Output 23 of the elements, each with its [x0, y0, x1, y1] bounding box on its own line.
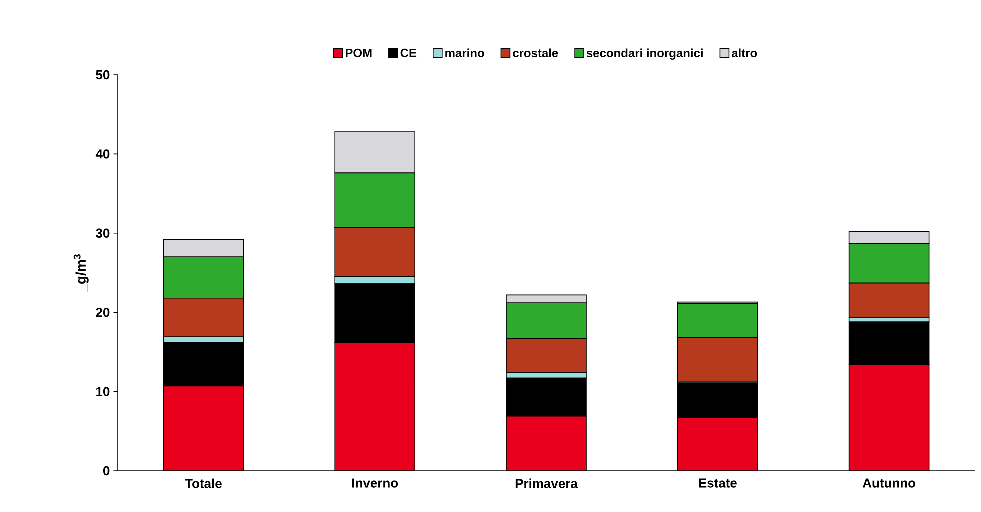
- x-tick-label: Primavera: [516, 478, 578, 488]
- bar: [678, 418, 758, 471]
- x-tick-label: Autunno: [862, 478, 916, 488]
- y-tick-label: 30: [96, 228, 110, 238]
- x-tick-label: Inverno: [352, 478, 398, 488]
- y-tick-label: 20: [96, 308, 110, 318]
- bar: [848, 364, 930, 471]
- bar: [506, 416, 587, 471]
- y-axis-title: _g/m$^{3}$: [74, 254, 89, 292]
- legend-label: altro: [732, 48, 758, 58]
- y-tick-label: 0: [103, 466, 110, 476]
- x-tick-label: Estate: [699, 478, 737, 488]
- legend-label: marino: [446, 48, 484, 58]
- bar: [335, 342, 416, 471]
- legend-label: CE: [400, 48, 417, 58]
- bar: [164, 386, 244, 471]
- x-tick-label: Totale: [185, 478, 222, 488]
- legend-label: POM: [346, 48, 372, 58]
- y-tick-label: 40: [96, 150, 110, 159]
- y-tick-label: 10: [96, 387, 110, 396]
- legend-label: secondari inorganici: [586, 48, 703, 60]
- y-tick-label: 50: [96, 70, 110, 80]
- legend-label: crostale: [513, 48, 558, 58]
